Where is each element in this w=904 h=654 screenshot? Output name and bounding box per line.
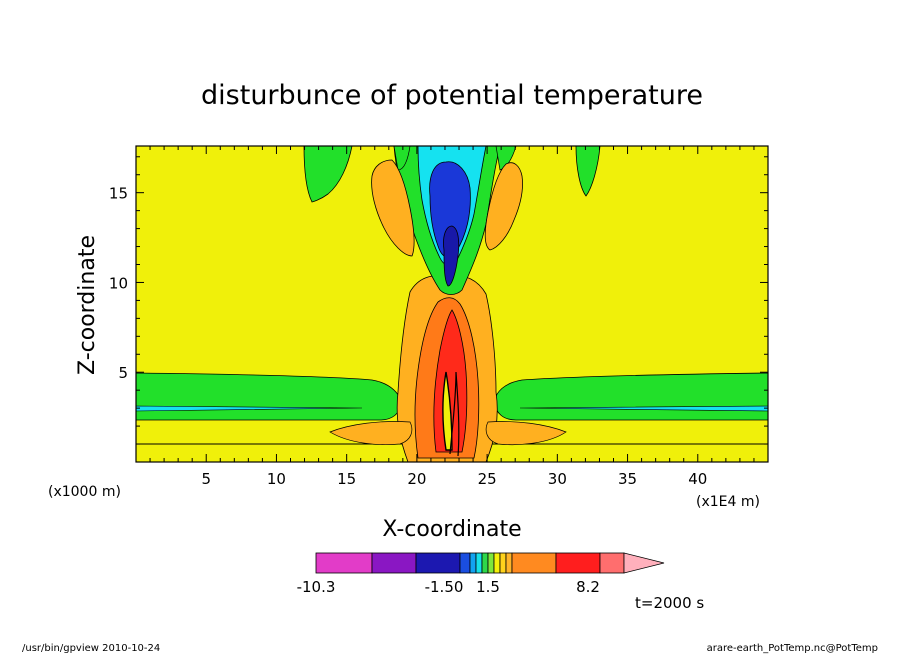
contour-field [136,146,768,462]
colorbar-cell [505,552,513,574]
upper-left-orange-lobe [371,159,415,257]
z-units-label: (x1000 m) [48,484,121,500]
colorbar-cell [599,552,625,574]
colorbar-label: 1.5 [476,578,500,596]
footer-left: /usr/bin/gpview 2010-10-24 [22,643,160,654]
x-tick-label: 5 [201,470,211,488]
y-axis-label: Z-coordinate [75,235,100,375]
z-tick-label: 5 [118,364,128,382]
colorbar-cell [481,552,489,574]
time-label: t=2000 s [635,594,704,612]
colorbar-cell [475,552,483,574]
colorbar-cell [555,552,601,574]
z-tick-label: 15 [109,185,128,203]
colorbar-cell [499,552,507,574]
colorbar [315,552,665,574]
upper-right-green [575,146,601,197]
colorbar-labels: -10.3 -1.50 1.5 8.2 [297,578,600,596]
colorbar-label: 8.2 [576,578,600,596]
x-tick-label: 35 [618,470,637,488]
x-tick-label: 40 [688,470,707,488]
low-band-left-green [136,372,403,421]
x-tick-label: 30 [548,470,567,488]
z-tick-label: 10 [109,274,128,292]
chart-title: disturbunce of potential temperature [201,80,703,111]
colorbar-cell [371,552,417,574]
low-band-left-cyan [136,405,363,412]
axis-ticks: 5 10 15 20 25 30 35 40 5 10 15 [109,146,768,488]
upper-plume-navy [443,225,460,287]
upper-right-orange-lobe [484,162,523,251]
upper-plume-blue [429,161,471,259]
low-band-right-green [493,372,768,421]
x-tick-label: 25 [478,470,497,488]
upper-left-green [303,146,353,203]
lower-right-lobe [485,421,567,446]
colorbar-cell [459,552,471,574]
footer-right: arare-earth_PotTemp.nc@PotTemp [707,643,878,654]
plot-frame [135,145,769,463]
colorbar-cell [415,552,461,574]
plume-dense-core-2 [449,371,460,457]
x-tick-label: 15 [337,470,356,488]
lower-left-lobe [329,421,413,446]
x-tick-label: 10 [267,470,286,488]
colorbar-cell [487,552,495,574]
colorbar-arrow [623,552,665,574]
colorbar-cell [469,552,477,574]
colorbar-label: -1.50 [425,578,464,596]
colorbar-cell [511,552,557,574]
x-units-label: (x1E4 m) [696,494,760,510]
colorbar-cell [315,552,373,574]
x-tick-label: 20 [407,470,426,488]
colorbar-cell [493,552,501,574]
colorbar-label: -10.3 [297,578,336,596]
low-band-right-cyan [519,405,768,412]
x-axis-label: X-coordinate [382,517,521,542]
